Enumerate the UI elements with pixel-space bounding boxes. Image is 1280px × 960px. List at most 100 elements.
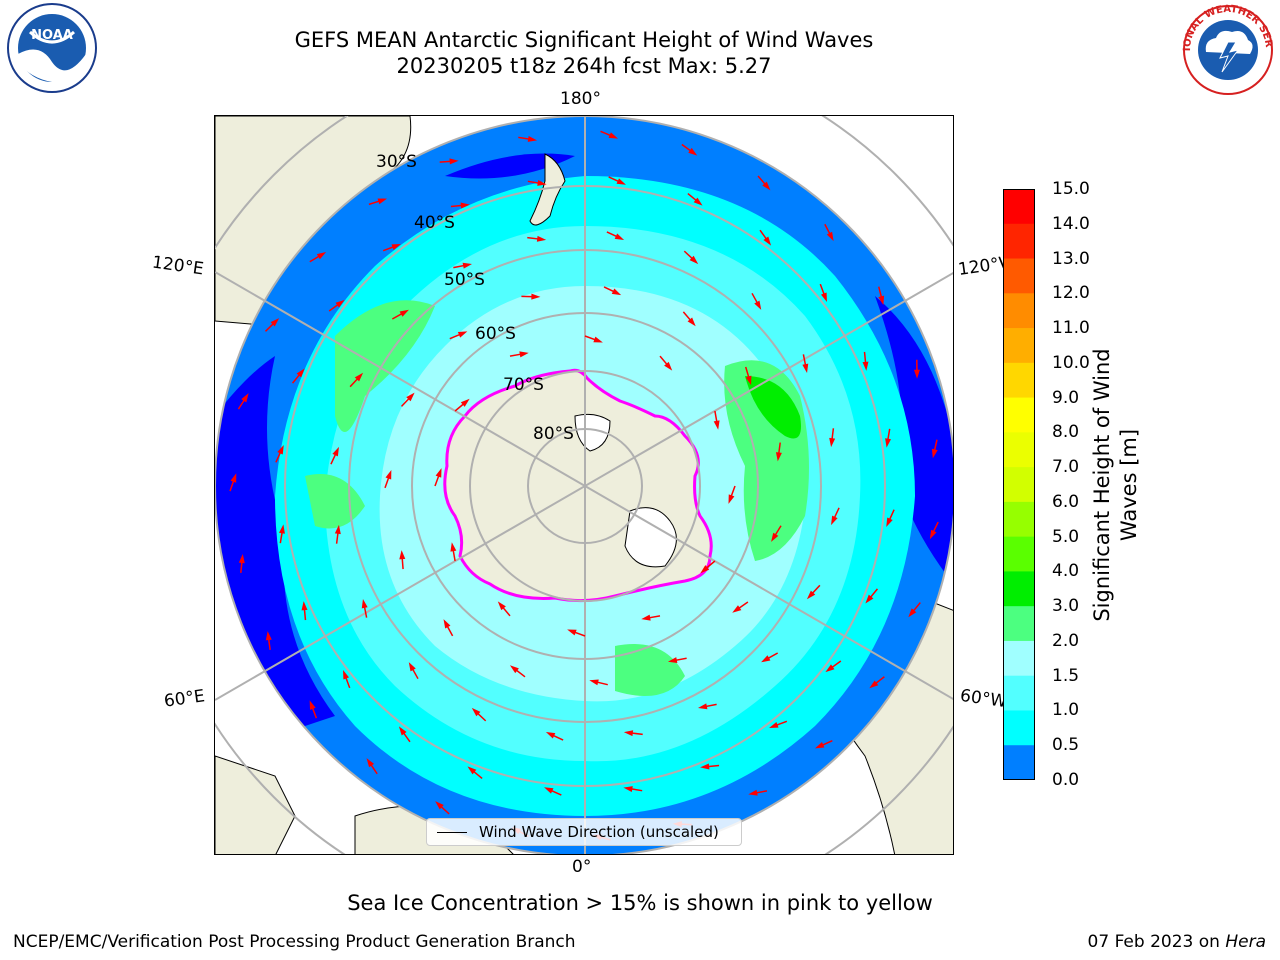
colorbar-segment <box>1003 397 1035 433</box>
wind-arrow-head <box>399 309 409 317</box>
wind-arrow-head <box>509 665 519 674</box>
wind-arrow-head <box>399 550 406 560</box>
colorbar-segment <box>1003 745 1035 780</box>
colorbar-tick-label: 6.0 <box>1052 491 1080 512</box>
wind-arrow-head <box>826 231 834 242</box>
lon-label-60e: 60°E <box>162 686 207 712</box>
colorbar-tick-label: 7.0 <box>1052 457 1080 478</box>
legend-line <box>437 832 467 833</box>
wind-arrow-head <box>406 392 415 402</box>
wind-arrow-head <box>377 198 388 205</box>
colorbar-tick-label: 8.0 <box>1052 422 1080 443</box>
colorbar-tick-label: 0.5 <box>1052 735 1080 756</box>
lat-label-40s: 40°S <box>414 213 455 233</box>
colorbar-tick-label: 5.0 <box>1052 526 1080 547</box>
wind-arrow-head <box>878 295 885 306</box>
lon-label-60w: 60°W <box>958 685 1009 713</box>
wind-arrow-head <box>332 446 339 457</box>
wind-arrow-head <box>497 601 506 611</box>
colorbar-segment <box>1003 606 1035 642</box>
wind-arrow-head <box>545 732 556 739</box>
wind-arrow-head <box>567 629 577 636</box>
colorbar-tick-label: 14.0 <box>1052 213 1090 234</box>
wind-arrow-head <box>467 766 477 775</box>
polar-map <box>214 115 954 855</box>
wind-arrow-head <box>616 178 626 185</box>
wind-arrow-head <box>728 494 735 504</box>
wind-arrow-head <box>536 235 547 242</box>
chart-title: GEFS MEAN Antarctic Significant Height o… <box>294 28 874 52</box>
wind-arrow-head <box>316 252 327 260</box>
wind-arrow-head <box>825 664 835 673</box>
wind-arrow-head <box>697 703 708 710</box>
colorbar-tick-label: 12.0 <box>1052 283 1090 304</box>
colorbar-tick-label: 9.0 <box>1052 387 1080 408</box>
map-legend: Wind Wave Direction (unscaled) <box>426 818 742 846</box>
wind-arrow-head <box>693 197 703 206</box>
wind-arrow-head <box>443 619 451 629</box>
wind-arrow-head <box>385 469 392 480</box>
colorbar-tick-label: 0.0 <box>1052 770 1080 790</box>
wind-arrow-head <box>761 655 771 663</box>
lat-label-70s: 70°S <box>503 375 544 395</box>
wind-arrow-head <box>771 532 779 542</box>
wind-arrow-head <box>544 787 554 794</box>
wind-arrow-head <box>929 529 937 540</box>
wind-arrow-head <box>623 786 633 793</box>
wind-arrow-head <box>762 181 771 191</box>
wind-arrow-head <box>745 375 752 386</box>
footer-date: 07 Feb 2023 on Hera <box>1087 932 1266 952</box>
wind-arrow-head <box>408 662 416 672</box>
wind-arrow-head <box>913 369 920 379</box>
colorbar-segment <box>1003 328 1035 364</box>
wind-arrow-head <box>614 233 625 240</box>
nws-logo: NATIONAL WEATHER SERVICE <box>1172 0 1280 98</box>
wind-arrow-head <box>869 680 879 689</box>
wind-arrow-head <box>908 608 917 618</box>
colorbar-tick-label: 13.0 <box>1052 248 1090 269</box>
wind-arrow-head <box>886 517 893 527</box>
wind-arrow-head <box>802 363 809 374</box>
wind-arrow-head <box>462 262 473 269</box>
legend-text: Wind Wave Direction (unscaled) <box>479 823 719 841</box>
lon-label-120e: 120°E <box>150 252 205 280</box>
wind-arrow-head <box>366 758 375 768</box>
colorbar-segment <box>1003 432 1035 468</box>
colorbar-tick-label: 1.5 <box>1052 665 1080 686</box>
wind-arrow-head <box>354 372 364 382</box>
wind-arrow-head <box>748 789 758 796</box>
colorbar-tick-label: 10.0 <box>1052 352 1090 373</box>
wind-arrow-head <box>460 398 470 407</box>
wind-arrow-head <box>270 318 280 327</box>
wind-arrow-head <box>641 614 651 621</box>
sea-ice-note: Sea Ice Concentration > 15% is shown in … <box>347 891 933 915</box>
wind-arrow-head <box>769 722 779 728</box>
wind-arrow-head <box>309 700 316 710</box>
wind-arrow-head <box>241 393 249 403</box>
wind-arrow-head <box>460 202 470 209</box>
wind-arrow-head <box>435 468 442 478</box>
colorbar-tick-label: 2.0 <box>1052 630 1080 651</box>
wind-arrow-head <box>611 288 622 296</box>
colorbar-segment <box>1003 189 1035 225</box>
wind-wave-arrows <box>229 130 939 841</box>
wind-arrow-head <box>278 524 285 534</box>
colorbar-segment <box>1003 640 1035 677</box>
lat-label-30s: 30°S <box>376 152 417 172</box>
lat-label-80s: 80°S <box>533 424 574 444</box>
wind-arrow-head <box>667 657 678 664</box>
wind-arrow-head <box>700 763 710 770</box>
wind-arrow-head <box>343 670 349 680</box>
wind-arrow-head <box>814 742 825 749</box>
colorbar-tick-label: 1.0 <box>1052 700 1080 721</box>
wind-arrow-head <box>435 801 444 810</box>
noaa-logo: NOAA <box>0 2 104 98</box>
wind-arrow-head <box>238 553 245 564</box>
wind-arrow-head <box>713 420 720 430</box>
lon-label-180: 180° <box>560 89 601 109</box>
wind-arrow-head <box>688 147 698 156</box>
wind-arrow-head <box>296 368 305 378</box>
wind-arrow-head <box>471 707 481 717</box>
lon-label-0: 0° <box>572 857 592 877</box>
colorbar-tick-label: 15.0 <box>1052 179 1090 199</box>
